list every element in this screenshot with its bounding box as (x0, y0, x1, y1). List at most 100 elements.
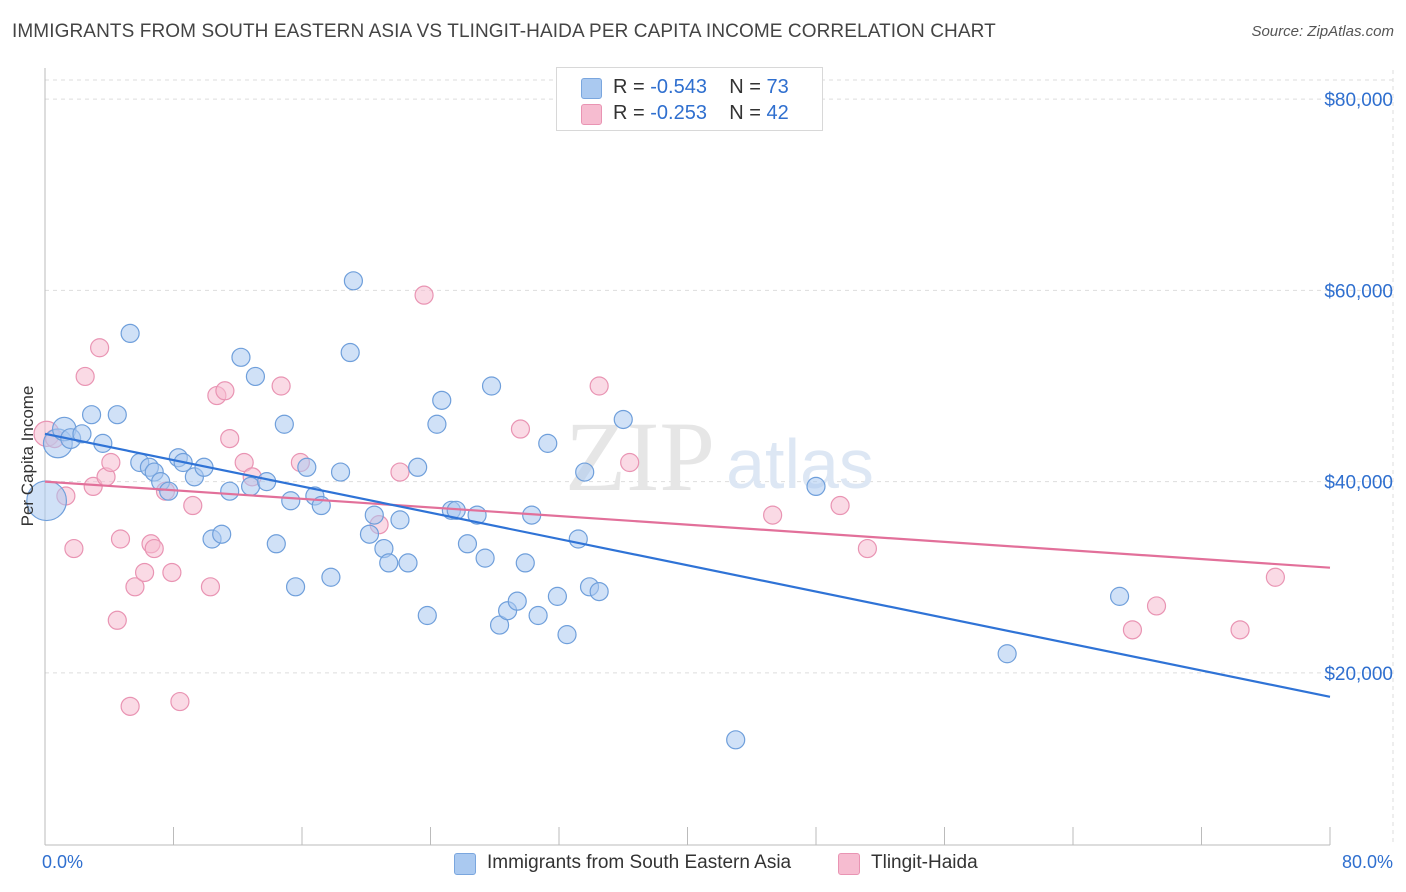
y-tick-label: $60,000 (1324, 281, 1393, 302)
points-immigrants-south-eastern-asia (26, 271, 1130, 750)
point-immigrants (528, 605, 548, 626)
legend-swatch-pink (838, 853, 860, 875)
trend-lines (44, 432, 1331, 698)
point-immigrants (107, 405, 127, 425)
point-immigrants (285, 577, 306, 597)
point-tlingit-haida (162, 562, 182, 583)
point-immigrants (1109, 586, 1130, 606)
point-immigrants (538, 433, 558, 453)
correlation-legend: R = -0.543 N = 73 R = -0.253 N = 42 (556, 67, 823, 131)
point-tlingit-haida (170, 691, 190, 712)
point-tlingit-haida (414, 285, 434, 305)
point-tlingit-haida (64, 538, 84, 559)
legend-swatch-blue (581, 78, 602, 99)
point-immigrants (220, 481, 240, 501)
trend-line-tlingit-haida (44, 480, 1331, 569)
point-immigrants (457, 534, 478, 554)
legend-r-label: R = (613, 76, 645, 98)
point-immigrants (245, 366, 266, 387)
y-tick-label: $20,000 (1324, 664, 1393, 685)
point-immigrants (72, 424, 92, 444)
bottom-legend-label: Immigrants from South Eastern Asia (487, 852, 792, 873)
point-immigrants (417, 605, 437, 626)
point-immigrants (266, 534, 286, 554)
point-immigrants (427, 414, 447, 434)
point-immigrants (547, 586, 567, 606)
legend-n-label: N = (729, 76, 761, 98)
point-tlingit-haida (830, 495, 850, 516)
legend-swatch-blue (454, 853, 476, 875)
point-immigrants (408, 457, 428, 477)
point-immigrants (481, 376, 502, 396)
point-immigrants (575, 462, 595, 482)
point-immigrants (340, 342, 360, 363)
point-immigrants (997, 644, 1017, 664)
point-immigrants (364, 505, 384, 525)
point-immigrants (507, 591, 527, 611)
point-immigrants (390, 510, 410, 530)
point-immigrants (432, 390, 452, 410)
point-immigrants (515, 553, 535, 573)
point-immigrants (589, 581, 609, 602)
point-immigrants (379, 553, 399, 573)
point-tlingit-haida (120, 696, 140, 716)
point-immigrants (398, 553, 418, 573)
point-tlingit-haida (234, 452, 254, 473)
source-credit: Source: ZipAtlas.com (1251, 23, 1394, 40)
legend-n-value: 73 (766, 76, 789, 98)
point-tlingit-haida (857, 538, 878, 559)
point-tlingit-haida (510, 419, 531, 439)
y-tick-label: $80,000 (1324, 90, 1393, 111)
point-tlingit-haida (1230, 620, 1250, 640)
point-tlingit-haida (200, 577, 221, 597)
watermark-atlas: atlas (726, 425, 874, 503)
bottom-legend-label: Tlingit-Haida (871, 852, 978, 873)
point-tlingit-haida (101, 452, 121, 473)
y-axis-label: Per Capita Income (18, 385, 37, 527)
legend-swatch-pink (581, 104, 602, 125)
point-tlingit-haida (125, 577, 145, 597)
x-tick-label-max: 80.0% (1341, 852, 1393, 872)
point-tlingit-haida (134, 562, 155, 583)
point-tlingit-haida (144, 538, 164, 559)
point-tlingit-haida (107, 610, 127, 630)
legend-r-value: -0.253 (650, 102, 707, 124)
point-tlingit-haida (620, 452, 640, 473)
axes (44, 68, 1331, 846)
point-immigrants (343, 271, 363, 291)
point-tlingit-haida (220, 428, 240, 449)
legend-n-label: N = (729, 102, 761, 124)
point-tlingit-haida (90, 338, 110, 358)
chart-title: IMMIGRANTS FROM SOUTH EASTERN ASIA VS TL… (12, 21, 996, 42)
x-tick-label-min: 0.0% (42, 852, 84, 872)
y-tick-labels: $20,000 $40,000 $60,000 $80,000 (1324, 90, 1393, 685)
point-tlingit-haida (1122, 620, 1143, 640)
point-immigrants (297, 457, 317, 477)
point-tlingit-haida (271, 376, 291, 396)
point-immigrants (806, 476, 826, 497)
point-immigrants (557, 625, 577, 645)
point-tlingit-haida (75, 366, 95, 387)
point-immigrants (359, 524, 380, 544)
point-immigrants (120, 323, 140, 344)
trend-line-immigrants (44, 432, 1331, 698)
point-immigrants (489, 615, 510, 635)
point-immigrants (81, 405, 102, 425)
point-tlingit-haida (183, 495, 203, 516)
point-tlingit-haida (1265, 567, 1285, 587)
point-immigrants (212, 524, 232, 544)
point-immigrants (475, 548, 495, 568)
point-immigrants (241, 476, 261, 497)
legend-r-label: R = (613, 102, 645, 124)
point-tlingit-haida (215, 381, 235, 401)
point-tlingit-haida (589, 376, 609, 396)
legend-r-value: -0.543 (650, 76, 707, 98)
point-tlingit-haida (1146, 596, 1167, 616)
point-immigrants (613, 409, 633, 430)
watermark: ZIP atlas (565, 401, 874, 512)
y-tick-label: $40,000 (1324, 473, 1393, 494)
point-tlingit-haida (110, 529, 131, 549)
point-immigrants (257, 472, 277, 492)
point-tlingit-haida (763, 505, 783, 525)
